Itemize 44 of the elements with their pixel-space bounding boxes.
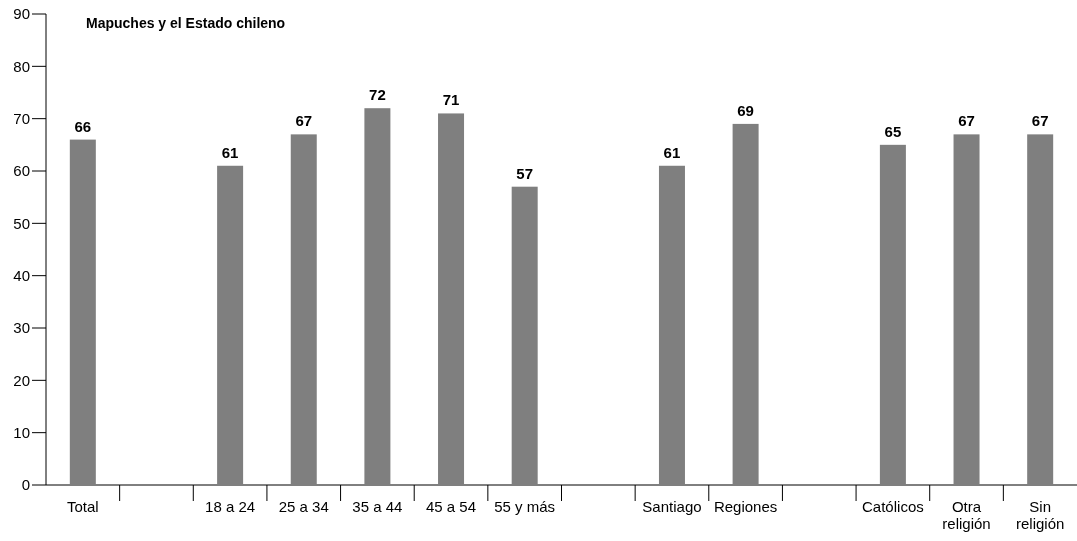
data-label: 67 [958, 112, 975, 130]
data-label: 67 [1031, 112, 1049, 130]
x-tick-label: Católicos [862, 498, 924, 516]
bar [364, 108, 391, 485]
data-label: 57 [516, 164, 534, 182]
bar [1027, 134, 1054, 485]
y-tick-label: 20 [13, 371, 30, 389]
bar [658, 165, 685, 485]
y-tick-label: 90 [13, 5, 30, 23]
data-label: 61 [663, 143, 681, 161]
data-label: 61 [221, 143, 239, 161]
bar [217, 165, 244, 485]
bar [732, 123, 759, 485]
x-tick-label: Regiones [713, 498, 778, 516]
bar [511, 186, 538, 485]
x-tick-label: 18 a 24 [205, 498, 256, 516]
bar [290, 134, 317, 485]
data-label: 69 [737, 101, 754, 119]
x-tick-label: Santiago [642, 498, 702, 516]
bar [879, 144, 906, 485]
bar [438, 113, 465, 485]
y-tick-label: 10 [13, 423, 30, 441]
x-tick-label: 55 y más [494, 498, 556, 516]
y-tick-label: 70 [13, 109, 30, 127]
y-tick-label: 0 [21, 476, 30, 494]
data-label: 72 [369, 86, 386, 104]
x-tick-label: Total [66, 498, 99, 516]
y-tick-label: 80 [13, 57, 30, 75]
x-tick-label: 35 a 44 [352, 498, 403, 516]
x-tick-label: 25 a 34 [278, 498, 329, 516]
y-tick-label: 30 [13, 319, 30, 337]
x-tick-label: Sin religión [1015, 498, 1065, 532]
y-tick-label: 50 [13, 214, 30, 232]
y-tick-label: 40 [13, 266, 30, 284]
chart-title: Mapuches y el Estado chileno [86, 15, 286, 31]
x-tick-label: Otra religión [942, 498, 991, 532]
x-tick-label: 45 a 54 [426, 498, 477, 516]
data-label: 65 [884, 122, 902, 140]
y-tick-label: 60 [13, 162, 30, 180]
data-label: 67 [295, 112, 313, 130]
data-label: 71 [442, 91, 460, 109]
bar [953, 134, 980, 485]
data-label: 66 [74, 117, 92, 135]
bar [69, 139, 96, 485]
